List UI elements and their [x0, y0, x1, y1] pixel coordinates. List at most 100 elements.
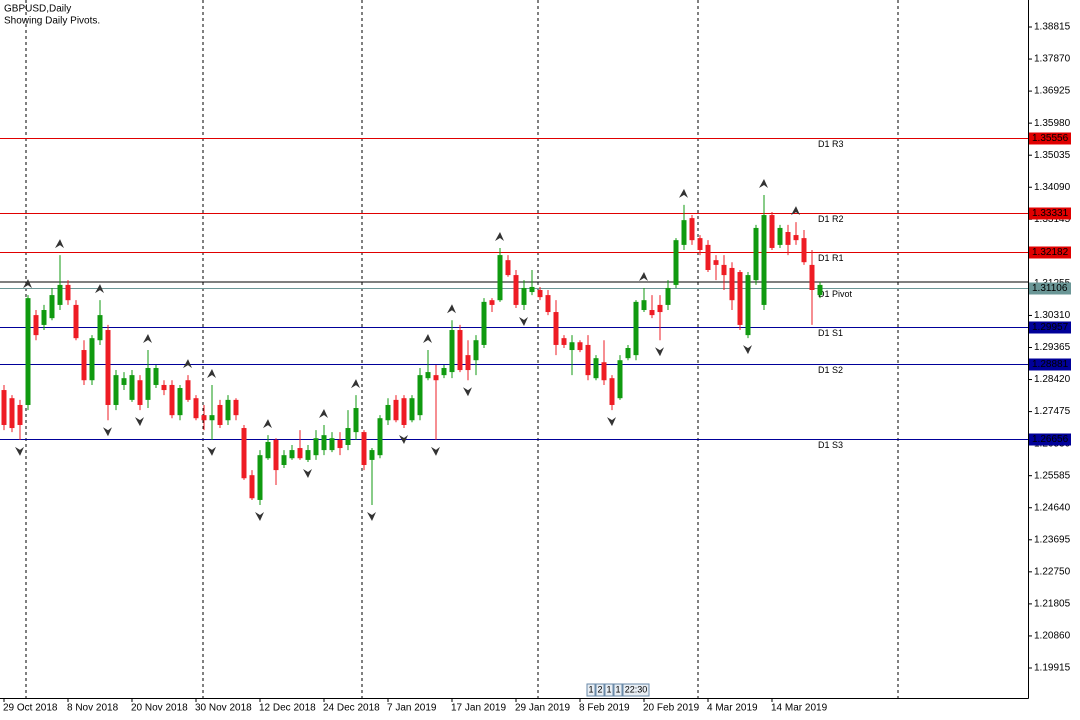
price-tag [1029, 132, 1071, 145]
candle-body [401, 398, 407, 425]
candle-body [521, 287, 527, 305]
candle-body [433, 375, 439, 381]
candle-body [657, 304, 663, 313]
candle-body [129, 375, 135, 400]
candle-body [545, 295, 551, 313]
candle-body [393, 399, 399, 421]
candle-body [737, 272, 743, 325]
candle-body [305, 450, 311, 460]
fractal-up [759, 179, 768, 189]
candle-body [177, 388, 183, 416]
candle-body [761, 215, 767, 305]
y-tick-label: 1.38815 [1034, 22, 1071, 33]
price-tag-label: 1.26656 [1032, 434, 1069, 445]
fractal-down [135, 417, 144, 427]
timer-text: 1 [588, 684, 593, 694]
candle-body [385, 404, 391, 421]
x-tick-label: 8 Nov 2018 [67, 703, 119, 714]
candle-body [777, 227, 783, 245]
y-tick-label: 1.34090 [1034, 182, 1071, 193]
fractal-down [303, 468, 312, 478]
candle-body [569, 342, 575, 351]
candle-body [513, 275, 519, 305]
candle-body [273, 439, 279, 471]
fractal-down [463, 387, 472, 397]
candle-body [585, 344, 591, 376]
candle-body [217, 404, 223, 425]
timer-box [622, 683, 650, 697]
chart-title: GBPUSD,Daily [4, 4, 71, 15]
price-tag-label: 1.33331 [1032, 208, 1069, 219]
candle-body [57, 284, 63, 305]
candle-body [137, 380, 143, 405]
price-tag-label: 1.28881 [1032, 359, 1069, 370]
candle-body [225, 399, 231, 421]
candle-body [785, 232, 791, 245]
x-tick-label: 12 Dec 2018 [259, 703, 316, 714]
candle-body [281, 455, 287, 466]
x-tick-label: 17 Jan 2019 [451, 703, 506, 714]
candle-body [465, 355, 471, 371]
price-tag [1029, 321, 1071, 334]
candle-body [441, 368, 447, 376]
candle-body [449, 330, 455, 373]
candle-body [89, 338, 95, 381]
pivot-label: D1 R3 [818, 139, 844, 149]
x-tick-label: 7 Jan 2019 [387, 703, 437, 714]
candle-body [193, 398, 199, 419]
y-tick-label: 1.35035 [1034, 150, 1071, 161]
fractal-down [607, 417, 616, 427]
y-tick-label: 1.24640 [1034, 502, 1071, 513]
candle-body [497, 255, 503, 301]
timer-text: 1 [615, 684, 620, 694]
fractal-down [743, 345, 752, 355]
candle-body [105, 330, 111, 405]
x-tick-label: 14 Mar 2019 [771, 703, 828, 714]
candle-body [561, 338, 567, 345]
candle-body [73, 304, 79, 339]
fractal-down [103, 427, 112, 437]
candle-body [41, 310, 47, 325]
chart-subtitle: Showing Daily Pivots. [4, 16, 100, 27]
candle-body [25, 298, 31, 405]
candle-body [577, 342, 583, 351]
fractal-down [367, 512, 376, 522]
candle-body [409, 398, 415, 421]
candle-body [801, 238, 807, 263]
candle-body [601, 362, 607, 381]
candle-body [97, 315, 103, 341]
candle-body [233, 399, 239, 416]
candle-body [641, 300, 647, 311]
candle-body [113, 375, 119, 405]
y-tick-label: 1.19915 [1034, 663, 1071, 674]
candle-body [665, 287, 671, 305]
candle-body [9, 398, 15, 429]
y-tick-label: 1.27475 [1034, 406, 1071, 417]
candle-body [633, 301, 639, 356]
fractal-down [399, 435, 408, 445]
candle-body [505, 260, 511, 276]
timer-text: 22:30 [625, 684, 648, 694]
candle-body [289, 450, 295, 459]
candle-body [329, 438, 335, 451]
candle-body [33, 315, 39, 336]
timer-box [613, 683, 623, 697]
candle-body [161, 384, 167, 391]
candle-body [1, 390, 7, 425]
candle-body [649, 310, 655, 316]
candle-body [353, 408, 359, 433]
x-tick-label: 30 Nov 2018 [195, 703, 252, 714]
candle-body [457, 330, 463, 371]
fractal-up [207, 368, 216, 378]
fractal-up [319, 408, 328, 418]
fractal-up [791, 206, 800, 216]
fractal-up [495, 231, 504, 241]
candle-body [169, 384, 175, 416]
candle-body [377, 418, 383, 456]
candle-body [369, 450, 375, 460]
candle-body [297, 448, 303, 459]
x-tick-label: 4 Mar 2019 [707, 703, 758, 714]
timer-box [586, 683, 596, 697]
